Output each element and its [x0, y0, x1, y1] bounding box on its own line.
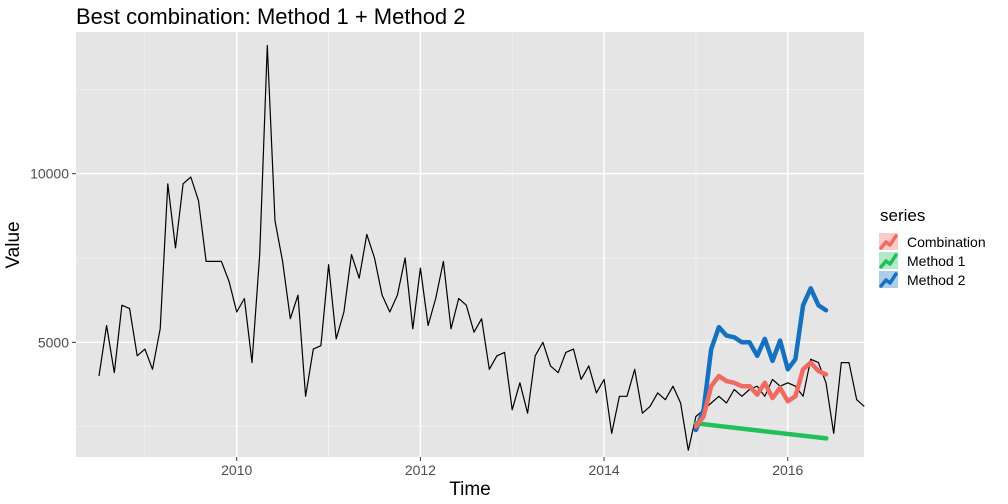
- x-tick-label: 2014: [589, 462, 620, 478]
- legend-item-combination: Combination: [879, 233, 986, 250]
- x-axis-title: Time: [449, 479, 491, 500]
- legend-item-method-2: Method 2: [879, 271, 966, 288]
- legend-item-method-1: Method 1: [879, 252, 966, 269]
- data-lines: [98, 44, 865, 451]
- series-line-method-2: [693, 286, 829, 433]
- y-tick-label: 10000: [30, 166, 69, 182]
- legend-label: Combination: [907, 234, 986, 250]
- x-tick-label: 2016: [772, 462, 803, 478]
- actual-series-line: [98, 44, 865, 451]
- x-tick-label: 2010: [221, 462, 252, 478]
- y-tick-label: 5000: [38, 334, 69, 350]
- legend-key-line: [879, 253, 898, 269]
- series-line-method-1: [693, 421, 829, 441]
- x-axis-ticks: 2010 2012 2014 2016: [221, 457, 804, 478]
- chart-title: Best combination: Method 1 + Method 2: [76, 4, 466, 29]
- legend-key-line: [879, 272, 898, 288]
- y-axis-title: Value: [3, 221, 24, 268]
- x-tick-label: 2012: [405, 462, 436, 478]
- y-axis-ticks: 5000 10000: [30, 166, 76, 350]
- legend-title: series: [880, 206, 925, 225]
- legend-label: Method 2: [907, 272, 966, 288]
- legend-key-line: [879, 234, 898, 250]
- grid-major: [76, 32, 864, 457]
- grid-minor: [76, 32, 864, 457]
- legend-label: Method 1: [907, 253, 966, 269]
- legend: series Combination Method 1 Method 2: [879, 206, 986, 288]
- plot-panel: [76, 32, 864, 457]
- series-line-combination: [693, 360, 829, 429]
